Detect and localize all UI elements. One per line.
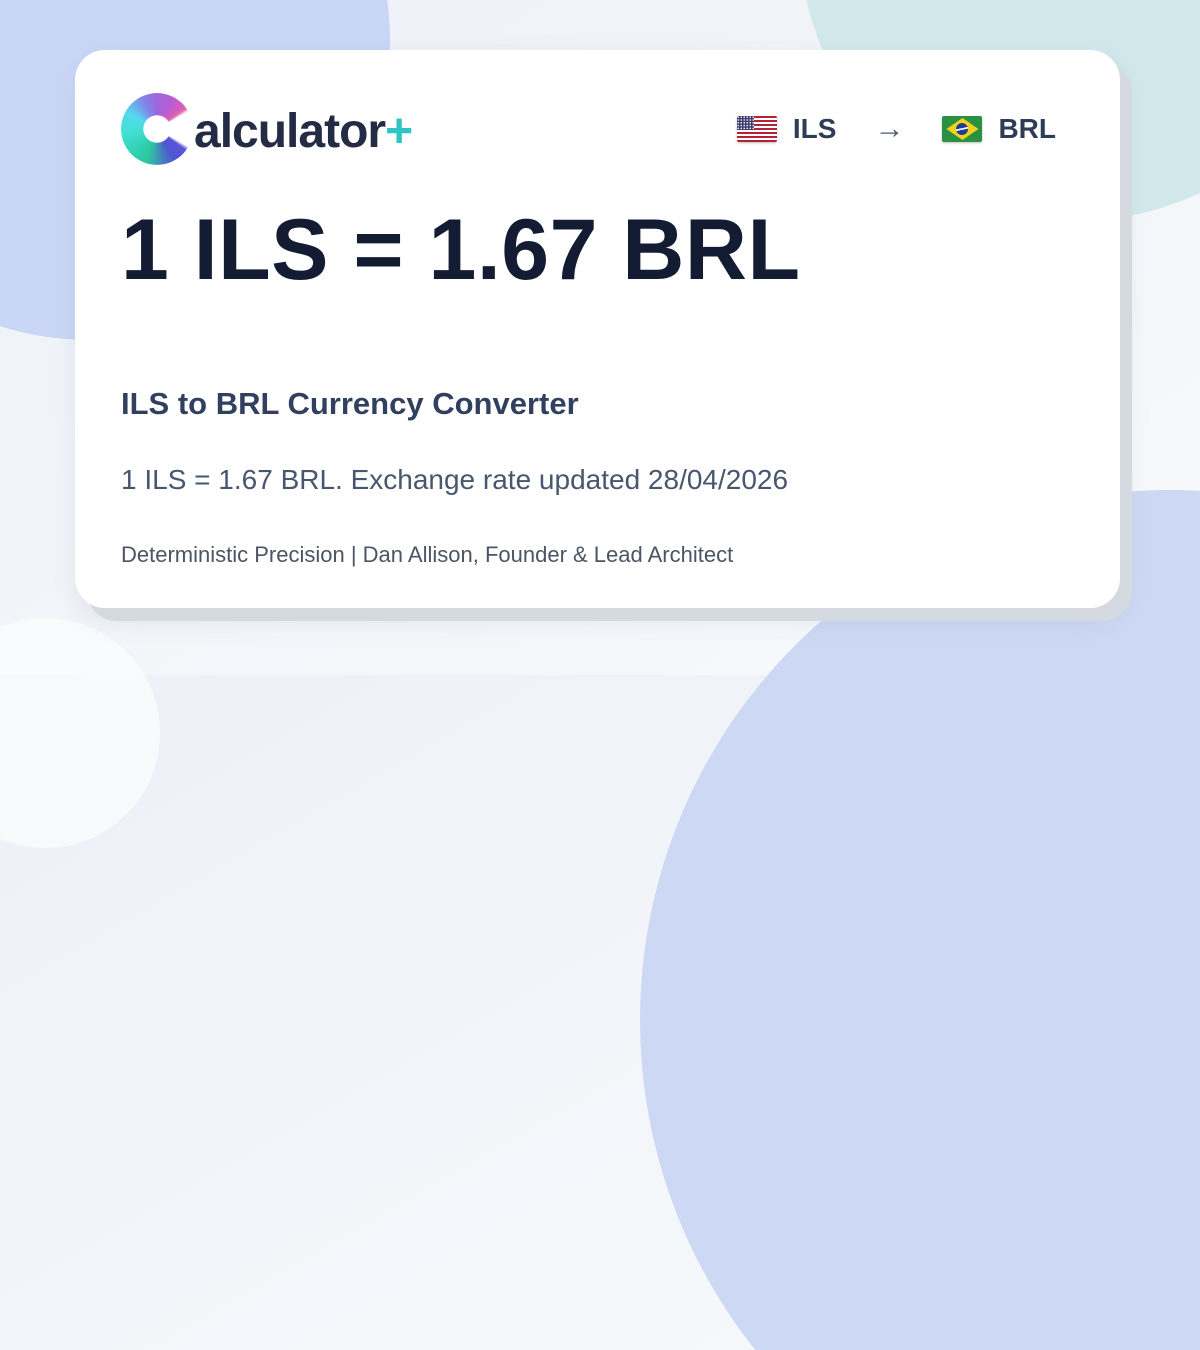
decor-circle-bottom-left <box>0 618 160 848</box>
card-header: alculator+ ILS → BRL <box>121 92 1056 166</box>
right-arrow-icon: → <box>874 112 905 145</box>
converter-card: alculator+ ILS → BRL 1 ILS = 1.67 BRL IL… <box>75 50 1120 608</box>
logo-wordmark-text: alculator <box>194 105 386 158</box>
from-currency-code: ILS <box>792 113 837 144</box>
logo-plus-sign: + <box>385 105 413 158</box>
calculator-plus-logo[interactable]: alculator+ <box>121 93 413 165</box>
calculator-c-logo-icon <box>121 93 193 165</box>
page-background: { "colors": { "accent_teal": "#2fc4c6", … <box>0 0 1200 675</box>
decor-circle-bottom-right <box>640 490 1200 1350</box>
to-currency-code: BRL <box>998 113 1056 144</box>
currency-pair-indicator: ILS → BRL <box>736 112 1056 145</box>
logo-wordmark: alculator+ <box>194 105 413 158</box>
footer-byline: Deterministic Precision | Dan Allison, F… <box>121 541 734 567</box>
converter-subtitle: ILS to BRL Currency Converter <box>121 386 579 421</box>
conversion-headline: 1 ILS = 1.67 BRL <box>121 202 801 298</box>
brazil-flag-icon <box>942 116 983 142</box>
us-flag-icon <box>736 116 777 142</box>
rate-updated-line: 1 ILS = 1.67 BRL. Exchange rate updated … <box>121 463 789 495</box>
